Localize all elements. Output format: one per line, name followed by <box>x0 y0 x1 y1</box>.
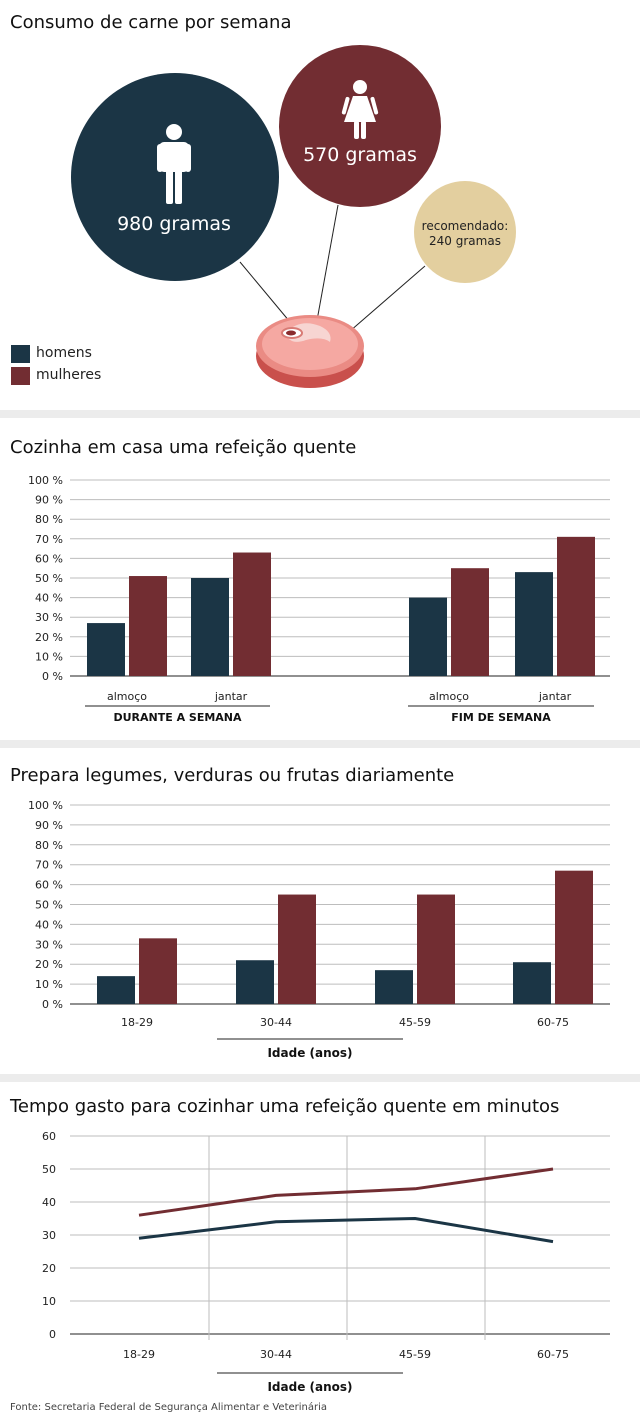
y-tick-label: 100 % <box>28 474 63 487</box>
x-category-label: jantar <box>214 690 248 703</box>
legend-label-women: mulheres <box>36 367 102 383</box>
y-tick-label: 20 % <box>35 631 63 644</box>
x-category-label: almoço <box>429 690 469 703</box>
y-tick-label: 70 % <box>35 533 63 546</box>
label-recommended: recomendado: <box>422 219 509 233</box>
y-tick-label: 90 % <box>35 494 63 507</box>
woman-icon <box>341 80 379 139</box>
label-recommended-value: 240 gramas <box>429 234 501 248</box>
connector-recommended <box>341 265 426 339</box>
panel-cooks-at-home: Cozinha em casa uma refeição quente 100 … <box>0 418 640 740</box>
bar-men <box>513 962 551 1004</box>
bar-women <box>555 870 593 1004</box>
bar-women <box>129 576 167 676</box>
y-tick-label: 40 <box>42 1196 56 1209</box>
y-tick-label: 30 % <box>35 611 63 624</box>
group-label: DURANTE A SEMANA <box>113 711 242 724</box>
y-tick-label: 10 % <box>35 978 63 991</box>
bubble-women <box>279 45 441 207</box>
vegetables-bar-chart: 100 % 90 % 80 % 70 % 60 % 50 % 40 % 30 % 20 % 10 … <box>28 799 610 1060</box>
x-category-label: 18-29 <box>121 1016 153 1029</box>
meat-bubble-chart: 980 gramas 570 gramas recomendado: 240 g… <box>71 45 516 388</box>
bar-men <box>409 597 447 676</box>
y-tick-label: 40 % <box>35 592 63 605</box>
panel-cooking-time: Tempo gasto para cozinhar uma refeição q… <box>0 1082 640 1425</box>
legend-swatch-men <box>11 345 30 363</box>
chart-title-vegetables: Prepara legumes, verduras ou frutas diar… <box>10 765 455 786</box>
y-tick-label: 20 <box>42 1262 56 1275</box>
y-tick-label: 80 % <box>35 513 63 526</box>
y-tick-label: 50 % <box>35 572 63 585</box>
chart-title-meat: Consumo de carne por semana <box>10 12 292 33</box>
y-tick-label: 20 % <box>35 958 63 971</box>
x-category-label: almoço <box>107 690 147 703</box>
x-category-label: 45-59 <box>399 1348 431 1361</box>
y-tick-label: 60 <box>42 1130 56 1143</box>
y-tick-label: 30 % <box>35 938 63 951</box>
bar-men <box>375 970 413 1004</box>
bar-women <box>557 536 595 676</box>
legend-label-men: homens <box>36 345 92 361</box>
x-category-label: jantar <box>538 690 572 703</box>
y-tick-label: 100 % <box>28 799 63 812</box>
y-tick-label: 90 % <box>35 819 63 832</box>
steak-icon <box>256 315 364 388</box>
x-category-label: 45-59 <box>399 1016 431 1029</box>
bar-women <box>139 938 177 1004</box>
y-tick-label: 50 <box>42 1163 56 1176</box>
x-category-label: 18-29 <box>123 1348 155 1361</box>
bar-women <box>417 894 455 1004</box>
y-tick-label: 80 % <box>35 839 63 852</box>
man-icon <box>157 124 191 204</box>
bar-women <box>278 894 316 1004</box>
legend-swatch-women <box>11 367 30 385</box>
y-tick-label: 0 % <box>42 670 63 683</box>
bar-women <box>233 552 271 676</box>
panel-prepares-vegetables: Prepara legumes, verduras ou frutas diar… <box>0 748 640 1074</box>
y-tick-label: 50 % <box>35 899 63 912</box>
y-tick-label: 0 <box>49 1328 56 1341</box>
bar-women <box>451 568 489 676</box>
y-tick-label: 10 <box>42 1295 56 1308</box>
connector-women <box>315 204 339 327</box>
y-tick-label: 40 % <box>35 918 63 931</box>
chart-title-cooking-time: Tempo gasto para cozinhar uma refeição q… <box>10 1096 560 1117</box>
bar-men <box>236 960 274 1004</box>
x-category-label: 30-44 <box>260 1016 292 1029</box>
y-tick-label: 0 % <box>42 998 63 1011</box>
y-tick-label: 10 % <box>35 650 63 663</box>
label-women-value: 570 gramas <box>303 144 417 166</box>
bar-men <box>97 976 135 1004</box>
x-axis-title: Idade (anos) <box>267 1380 352 1394</box>
source-note: Fonte: Secretaria Federal de Segurança A… <box>10 1402 328 1413</box>
cooks-bar-chart: 100 % 90 % 80 % 70 % 60 % 50 % 40 % 30 % 20 % 10 … <box>28 474 610 724</box>
bar-men <box>191 578 229 676</box>
bar-men <box>87 623 125 676</box>
line-men <box>138 1217 554 1244</box>
x-axis-title: Idade (anos) <box>267 1046 352 1060</box>
y-tick-label: 60 % <box>35 552 63 565</box>
bubble-recommended <box>414 181 516 283</box>
panel-meat-consumption: Consumo de carne por semana 980 gramas <box>0 0 640 410</box>
bar-men <box>515 572 553 676</box>
y-tick-label: 70 % <box>35 859 63 872</box>
group-label: FIM DE SEMANA <box>451 711 551 724</box>
chart-title-cooks: Cozinha em casa uma refeição quente <box>10 437 357 458</box>
x-category-label: 60-75 <box>537 1348 569 1361</box>
cooking-time-line-chart: 60 50 40 30 20 10 0 18-29 30-44 45-59 60-75 Idade (… <box>42 1130 610 1394</box>
y-tick-label: 60 % <box>35 879 63 892</box>
y-tick-label: 30 <box>42 1229 56 1242</box>
line-women <box>138 1167 554 1217</box>
x-category-label: 60-75 <box>537 1016 569 1029</box>
label-men-value: 980 gramas <box>117 213 231 235</box>
x-category-label: 30-44 <box>260 1348 292 1361</box>
